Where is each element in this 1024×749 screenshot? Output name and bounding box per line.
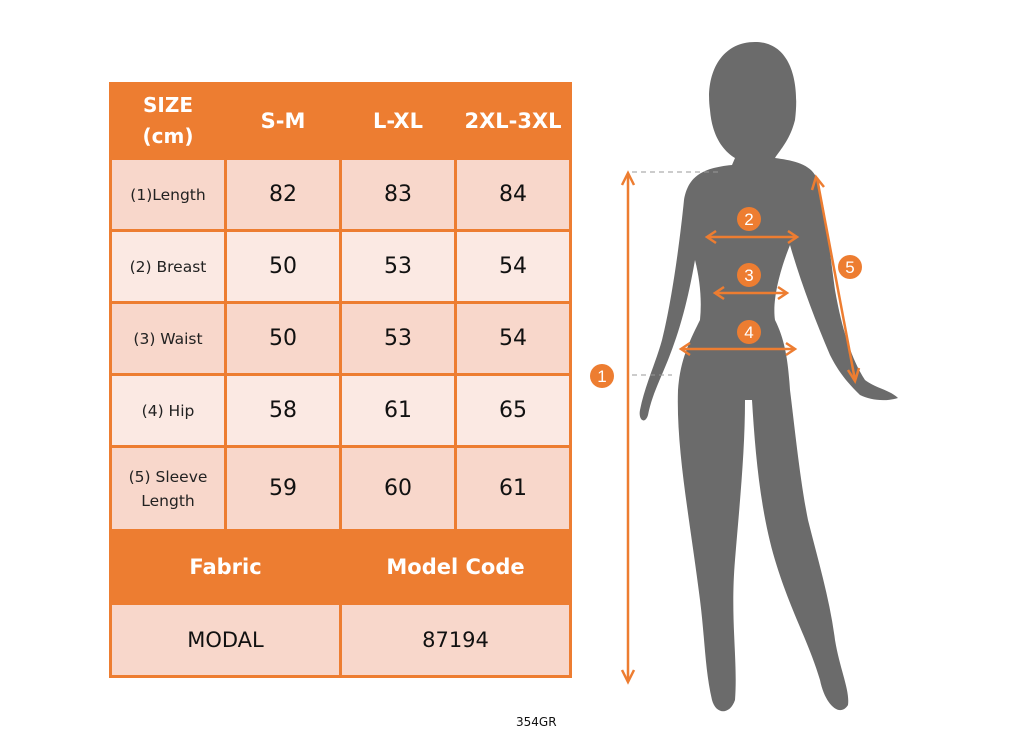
- table-row: (1)Length 82 83 84: [109, 157, 572, 232]
- table-row: (3) Waist 50 53 54: [109, 301, 572, 376]
- row-label: (5) Sleeve Length: [109, 445, 227, 532]
- product-code: 354GR: [516, 715, 557, 729]
- measurement-lines: [620, 170, 861, 685]
- cell: 50: [224, 229, 342, 304]
- cell: 59: [224, 445, 342, 532]
- size-header-2xl-3xl: 2XL-3XL: [454, 82, 572, 160]
- cell: 50: [224, 301, 342, 376]
- marker-1-label: 1: [597, 367, 606, 386]
- cell: 65: [454, 373, 572, 448]
- row-label: (2) Breast: [109, 229, 227, 304]
- cell: 61: [339, 373, 457, 448]
- size-header-cell: SIZE (cm): [109, 82, 227, 160]
- guide-lines: [632, 171, 720, 376]
- footer-header-row: Fabric Model Code: [109, 529, 572, 605]
- silhouette: [639, 42, 898, 712]
- header-row: SIZE (cm) S-M L-XL 2XL-3XL: [109, 82, 572, 160]
- footer-value-row: MODAL 87194: [109, 602, 572, 678]
- model-code-value: 87194: [339, 602, 572, 678]
- model-code-header: Model Code: [339, 529, 572, 605]
- cell: 84: [454, 157, 572, 232]
- cell: 54: [454, 229, 572, 304]
- size-label: SIZE: [142, 93, 193, 117]
- fabric-value: MODAL: [109, 602, 342, 678]
- cell: 82: [224, 157, 342, 232]
- marker-3: [737, 263, 761, 287]
- cell: 60: [339, 445, 457, 532]
- marker-5: [838, 255, 862, 279]
- cell: 58: [224, 373, 342, 448]
- fabric-header: Fabric: [109, 529, 342, 605]
- sleeve-arrow: [815, 177, 857, 381]
- marker-4: [737, 320, 761, 344]
- marker-2: [737, 207, 761, 231]
- cell: 61: [454, 445, 572, 532]
- row-label-line: Length: [141, 491, 195, 510]
- row-label-line: (5) Sleeve: [128, 467, 208, 486]
- table-row: (2) Breast 50 53 54: [109, 229, 572, 304]
- size-chart-table: SIZE (cm) S-M L-XL 2XL-3XL (1)Length 82 8…: [109, 82, 572, 678]
- cell: 53: [339, 301, 457, 376]
- row-label: (3) Waist: [109, 301, 227, 376]
- marker-1: [590, 364, 614, 388]
- cell: 83: [339, 157, 457, 232]
- table-row: (5) Sleeve Length 59 60 61: [109, 445, 572, 532]
- unit-label: (cm): [142, 124, 194, 148]
- marker-2-label: 2: [744, 210, 753, 229]
- marker-badges: [590, 207, 862, 388]
- cell: 53: [339, 229, 457, 304]
- marker-3-label: 3: [744, 266, 753, 285]
- size-header-s-m: S-M: [224, 82, 342, 160]
- table-row: (4) Hip 58 61 65: [109, 373, 572, 448]
- row-label: (1)Length: [109, 157, 227, 232]
- marker-5-label: 5: [845, 258, 854, 277]
- marker-4-label: 4: [744, 323, 753, 342]
- cell: 54: [454, 301, 572, 376]
- row-label: (4) Hip: [109, 373, 227, 448]
- size-header-l-xl: L-XL: [339, 82, 457, 160]
